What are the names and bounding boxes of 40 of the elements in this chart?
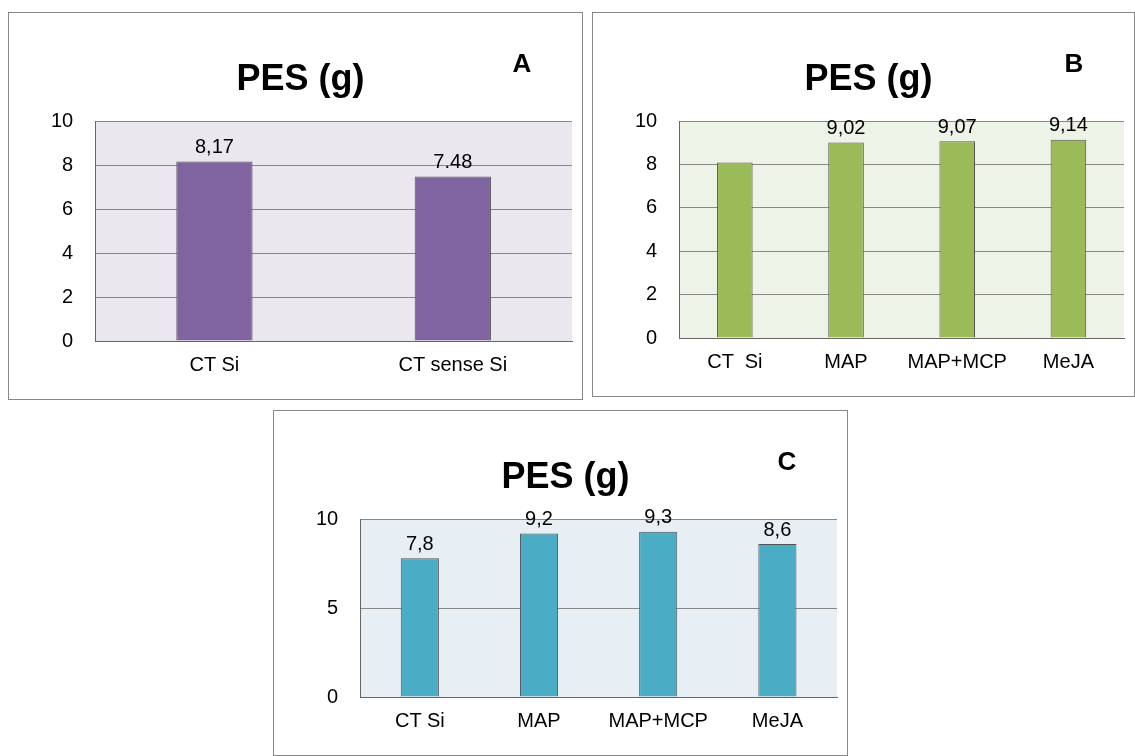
data-label: 9,14 bbox=[1048, 113, 1088, 136]
x-tick-label: MeJA bbox=[1042, 349, 1095, 372]
y-tick-label: 10 bbox=[51, 108, 74, 131]
x-tick-label: MAP bbox=[517, 708, 561, 731]
x-tick-label: MeJA bbox=[751, 708, 804, 731]
data-label: 9,07 bbox=[937, 114, 977, 137]
data-label: 9,3 bbox=[644, 505, 673, 528]
y-tick-label: 10 bbox=[635, 108, 658, 131]
x-tick-label: MAP bbox=[824, 349, 868, 372]
y-tick-label: 4 bbox=[62, 240, 74, 263]
text: C bbox=[777, 446, 797, 477]
x-tick-label: MAP+MCP bbox=[608, 708, 708, 731]
x-tick-label: CT Si bbox=[395, 708, 445, 731]
chart-title: PES (g) bbox=[236, 56, 365, 98]
data-label: 9,2 bbox=[525, 506, 553, 529]
y-tick-label: 8 bbox=[62, 152, 74, 175]
y-tick-label: 10 bbox=[316, 506, 339, 529]
y-tick-label: 0 bbox=[62, 328, 74, 351]
data-label: 7,8 bbox=[405, 531, 434, 554]
y-tick-label: 6 bbox=[62, 196, 74, 219]
y-tick-label: 5 bbox=[327, 595, 339, 618]
y-tick-label: 6 bbox=[646, 195, 658, 218]
text: A bbox=[512, 48, 532, 79]
y-tick-label: 2 bbox=[646, 282, 658, 305]
chart-title: PES (g) bbox=[804, 56, 933, 98]
data-label: 7.48 bbox=[433, 150, 473, 173]
y-tick-label: 0 bbox=[327, 684, 339, 707]
x-tick-label: CT sense Si bbox=[398, 352, 508, 375]
y-tick-label: 0 bbox=[646, 325, 658, 348]
y-tick-label: 2 bbox=[62, 284, 74, 307]
x-tick-label: MAP+MCP bbox=[907, 349, 1007, 372]
data-label: 8,17 bbox=[194, 134, 234, 157]
x-tick-label: CT Si bbox=[189, 352, 240, 375]
data-label: 9,02 bbox=[826, 115, 866, 138]
chart-title: PES (g) bbox=[501, 454, 630, 496]
x-tick-label: CT Si bbox=[707, 349, 763, 372]
text: B bbox=[1064, 48, 1084, 79]
y-tick-label: 4 bbox=[646, 238, 658, 261]
y-tick-label: 8 bbox=[646, 152, 658, 175]
data-label: 8,6 bbox=[763, 517, 792, 540]
